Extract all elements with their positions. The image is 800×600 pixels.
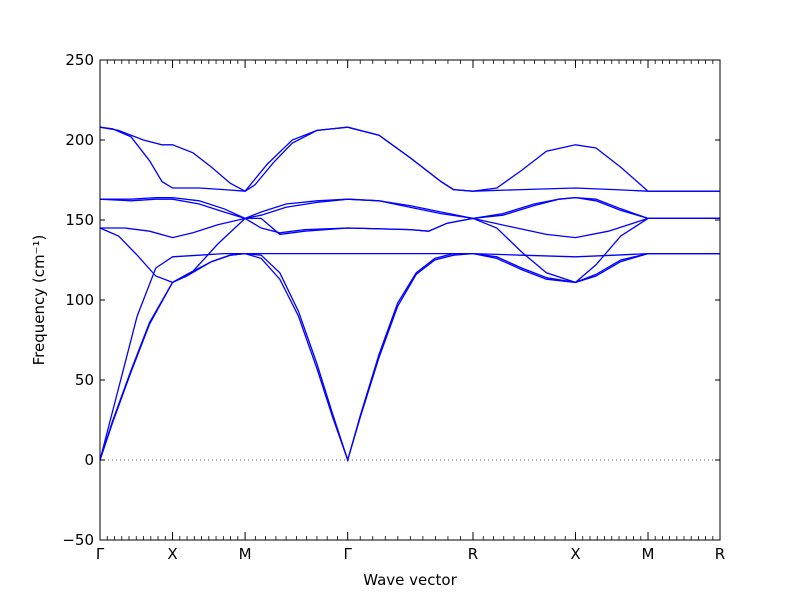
y-tick-label: 250	[65, 51, 94, 69]
phonon-branch-7	[100, 196, 720, 220]
x-tick-label: X	[167, 545, 177, 563]
x-tick-label: Γ	[96, 545, 105, 563]
y-tick-label: 0	[84, 451, 94, 469]
series-group	[99, 126, 720, 463]
y-tick-label: 150	[65, 211, 94, 229]
x-tick-label: M	[239, 545, 252, 563]
x-tick-label: R	[715, 545, 725, 563]
tick-labels-group: −50 0 50 100 150 200 250 Γ X M Γ R X M R	[62, 51, 725, 563]
x-tick-label: M	[642, 545, 655, 563]
phonon-branch-3	[99, 252, 720, 461]
y-tick-label: 50	[75, 371, 94, 389]
x-axis-label: Wave vector	[363, 571, 457, 589]
y-tick-label: 200	[65, 131, 94, 149]
phonon-branch-9	[99, 126, 720, 192]
x-tick-label: X	[570, 545, 580, 563]
x-tick-label: R	[468, 545, 478, 563]
y-axis-label: Frequency (cm⁻¹)	[30, 235, 48, 366]
y-tick-label: 100	[65, 291, 94, 309]
y-tick-label: −50	[62, 531, 94, 549]
phonon-branch-5	[99, 217, 720, 284]
x-tick-label: Γ	[344, 545, 353, 563]
plot-frame	[99, 59, 721, 541]
